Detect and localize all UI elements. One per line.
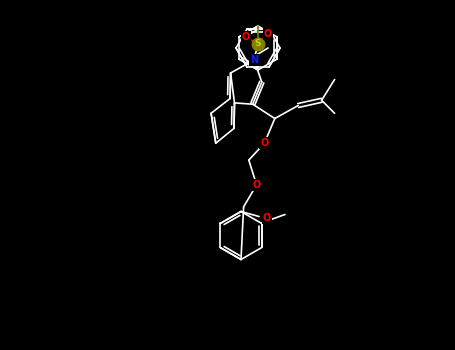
Text: S: S [255, 40, 261, 49]
Text: O: O [263, 214, 271, 224]
Text: O: O [260, 138, 268, 148]
Text: N: N [250, 55, 258, 65]
Text: O: O [242, 32, 250, 42]
Text: O: O [264, 29, 272, 39]
Text: O: O [253, 180, 261, 190]
